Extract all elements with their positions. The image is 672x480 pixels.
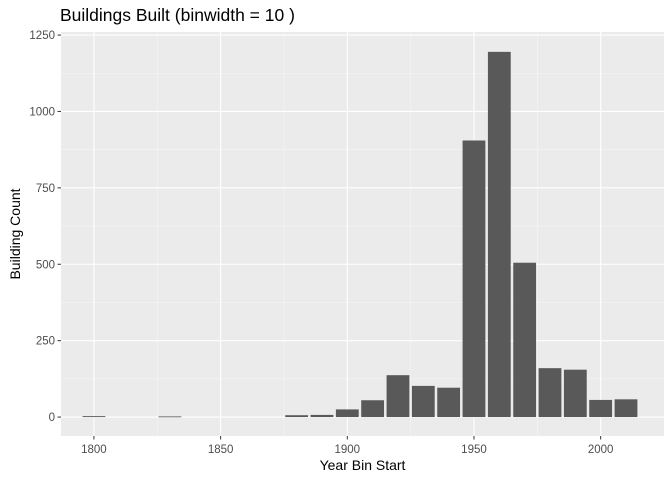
bar — [310, 414, 334, 418]
bar — [361, 400, 385, 418]
bar — [538, 368, 562, 418]
y-tick-label: 500 — [36, 259, 55, 271]
y-tick-label: 250 — [36, 336, 55, 348]
bar — [614, 399, 638, 418]
x-tick-label: 1800 — [81, 444, 107, 456]
bar — [82, 416, 106, 418]
bar — [589, 399, 613, 418]
bar — [335, 409, 359, 418]
x-axis: 1800 1850 1900 1950 2000 — [81, 436, 613, 456]
x-tick-label: 2000 — [588, 444, 614, 456]
bar — [386, 375, 410, 418]
y-tick-label: 1000 — [29, 106, 55, 118]
y-tick-label: 1250 — [29, 30, 55, 42]
chart-title: Buildings Built (binwidth = 10 ) — [60, 5, 295, 25]
y-axis: 0 250 500 750 1000 1250 — [29, 30, 61, 424]
x-tick-label: 1950 — [461, 444, 487, 456]
y-tick-label: 0 — [49, 412, 55, 424]
bar — [411, 385, 435, 418]
y-axis-title: Building Count — [7, 188, 23, 279]
bar — [462, 140, 486, 418]
x-tick-label: 1850 — [208, 444, 234, 456]
bar — [158, 416, 182, 418]
plot-panel — [61, 32, 664, 436]
minor-gridlines — [61, 32, 664, 436]
bar — [437, 387, 461, 418]
bar — [487, 51, 511, 418]
bar — [563, 369, 587, 418]
bar — [513, 262, 537, 418]
x-tick-label: 1900 — [335, 444, 361, 456]
x-axis-title: Year Bin Start — [320, 457, 406, 473]
bar — [285, 415, 309, 418]
y-tick-label: 750 — [36, 183, 55, 195]
bars — [82, 51, 638, 418]
